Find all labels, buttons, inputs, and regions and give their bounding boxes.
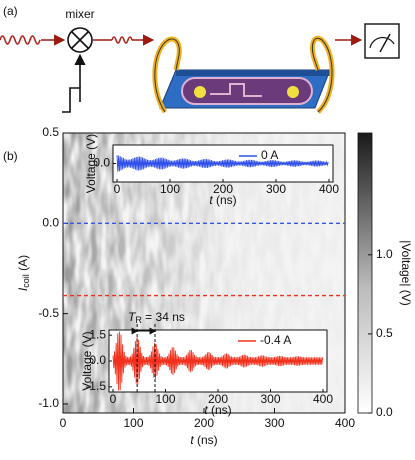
panel-label: (a) (3, 4, 18, 18)
signal-trace (116, 155, 329, 172)
label-part: I (16, 287, 30, 291)
legend-label: 0 A (261, 148, 278, 162)
label-part: t (204, 403, 208, 417)
inset-y-tick-label: 0.0 (93, 156, 110, 170)
label-part: (ns) (208, 403, 232, 417)
colorbar-tick-label: 0.0 (376, 405, 393, 419)
plot-layer: 0 100 200 300 400 0.5 0.0 -0.5 -1.0 t (ns) Icoil (… (16, 125, 413, 447)
label-part: coil (21, 274, 31, 288)
inset-x-tick-label: 400 (319, 182, 339, 196)
inset-y-tick-label: 1.5 (89, 327, 106, 341)
colorbar-label: |Voltage| (V) (399, 240, 413, 306)
pulse-wave (111, 36, 133, 44)
inset-x-tick-label: 200 (213, 182, 233, 196)
inset-y-tick-label: -1.5 (85, 379, 106, 393)
axis-label: t (ns) (209, 193, 236, 207)
label-part: t (190, 433, 194, 447)
inset-x-tick-label: 300 (266, 182, 286, 196)
label-part: T (128, 310, 137, 324)
y-tick-label: -0.5 (38, 306, 59, 320)
label-part: (A) (16, 255, 30, 274)
legend-label: -0.4 A (260, 333, 291, 347)
inset-y-tick-label: 0.0 (89, 353, 106, 367)
x-tick-label: 300 (264, 416, 284, 430)
coupling-loop-outline (154, 38, 180, 113)
colorbar-tick-label: 1.0 (376, 247, 393, 261)
coupler (210, 83, 262, 97)
mixer-cross (70, 30, 90, 50)
pulse-symbol (62, 87, 81, 113)
axis-label: t (ns) (190, 433, 217, 447)
label-part: R (135, 315, 142, 325)
inset-y-label: Voltage (V) (80, 331, 94, 390)
colorbar (357, 132, 373, 414)
inset-x-tick-label: 300 (260, 392, 280, 406)
schematic: (a) mixer (0, 4, 400, 114)
resonator (181, 77, 313, 105)
label-part: (ns) (194, 433, 218, 447)
inset-x-tick-label: 0 (114, 182, 121, 196)
spin-ensemble (194, 86, 206, 98)
label-part: t (209, 193, 213, 207)
device-edge (176, 70, 330, 76)
inset-x-tick-label: 400 (313, 392, 333, 406)
x-tick-label: 400 (335, 416, 355, 430)
x-tick-label: 0 (60, 416, 67, 430)
x-tick-label: 200 (194, 416, 214, 430)
y-tick-label: 0.0 (42, 215, 59, 229)
input-wave (0, 35, 41, 45)
y-tick-label: 0.5 (42, 125, 59, 139)
inset-x-tick-label: 200 (208, 392, 228, 406)
axis-label: Icoil (A) (16, 255, 31, 291)
coupling-loop-outline (311, 37, 333, 113)
mixer-label: mixer (65, 7, 94, 21)
label-part: (ns) (213, 193, 237, 207)
label-part: = 34 ns (142, 310, 185, 324)
x-tick-label: 100 (123, 416, 143, 430)
panel-label: (b) (3, 149, 18, 163)
detector-dial (369, 36, 395, 49)
inset-x-tick-label: 100 (155, 392, 175, 406)
spin-ensemble (287, 86, 299, 98)
y-tick-label: -1.0 (38, 396, 59, 410)
colorbar-tick-label: 0.5 (376, 326, 393, 340)
inset-x-tick-label: 100 (160, 182, 180, 196)
signal-trace (112, 331, 324, 391)
detector-needle (379, 33, 391, 53)
axis-label: t (ns) (204, 403, 231, 417)
inset-x-tick-label: 0 (110, 392, 117, 406)
detector (364, 23, 400, 59)
axis-label: TR = 34 ns (128, 310, 185, 325)
inset-y-label: Voltage (V) (84, 134, 98, 193)
